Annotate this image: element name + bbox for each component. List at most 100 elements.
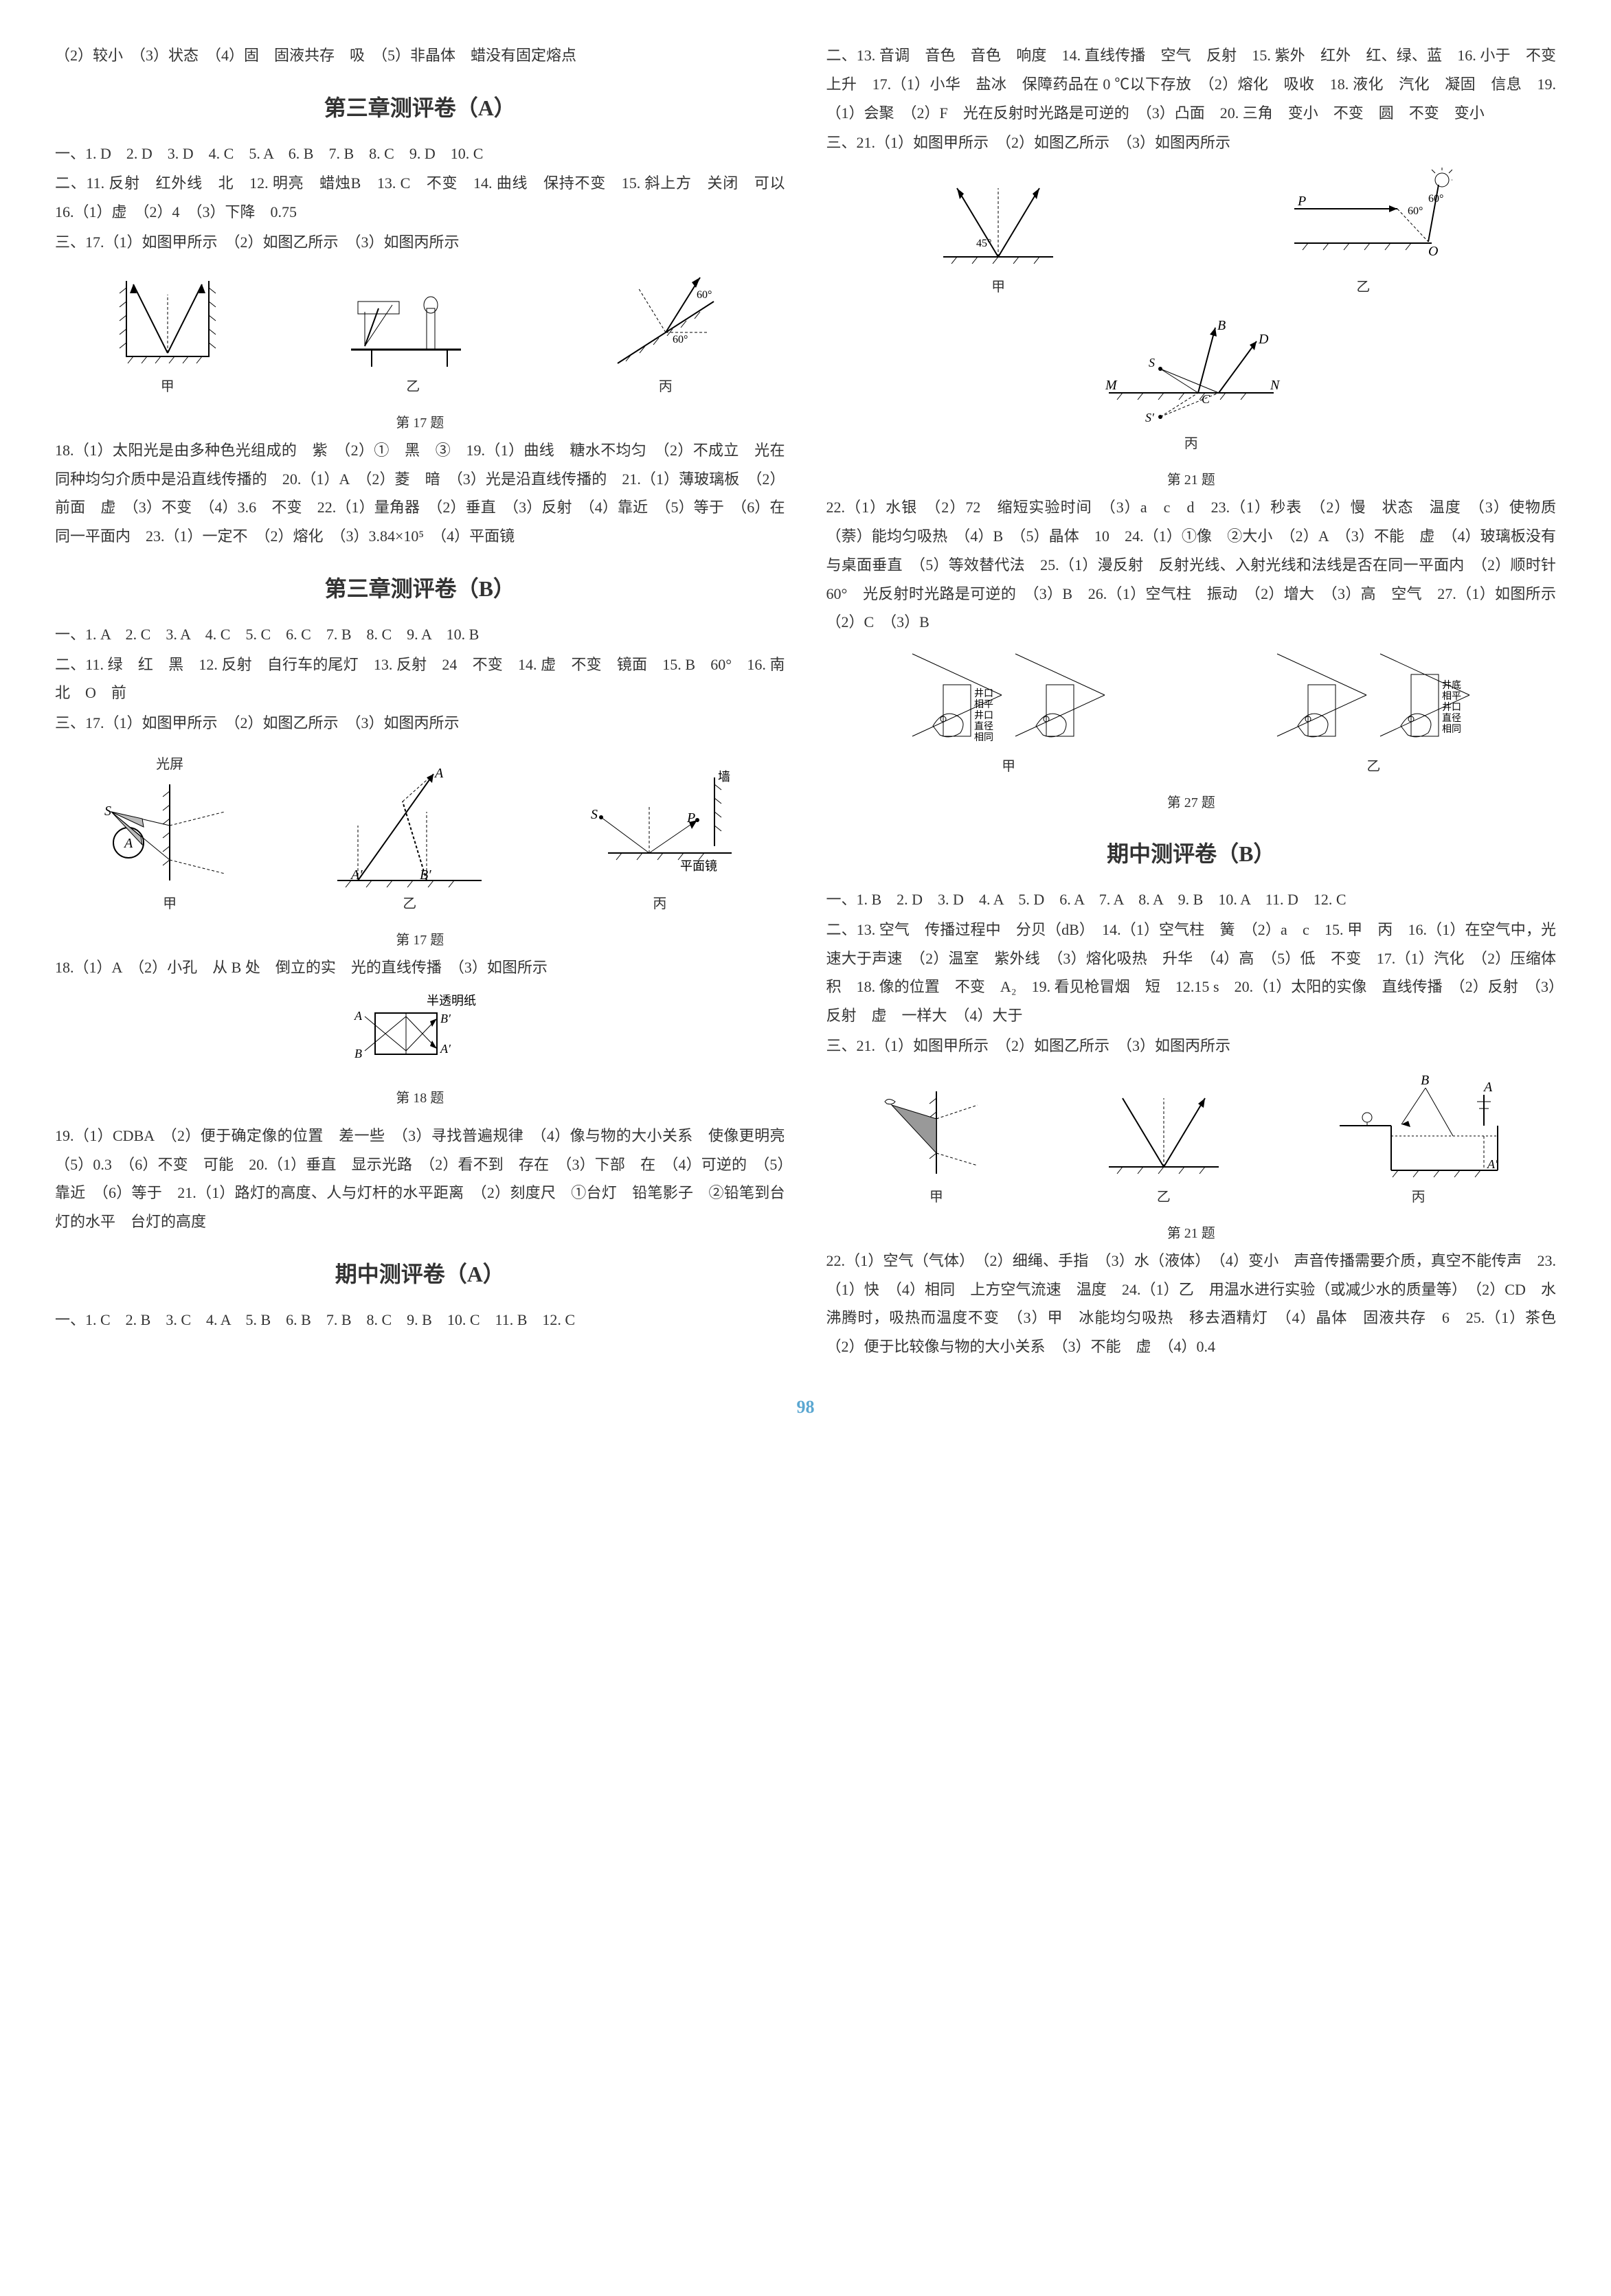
ch3b-sec2: 二、11. 绿 红 黑 12. 反射 自行车的尾灯 13. 反射 24 不变 1… [55,650,785,708]
svg-text:60°: 60° [697,289,712,301]
midb-fig21-row: 甲 乙 [826,1071,1557,1210]
ch3b-sec3: 三、17.（1）如图甲所示 （2）如图乙所示 （3）如图丙所示 [55,709,785,738]
fig21b-yi-svg [1095,1078,1232,1181]
fig17a-bing-svg: 60° 60° [604,267,728,370]
ch3b-sec1: 一、1. A 2. C 3. A 4. C 5. C 6. C 7. B 8. … [55,620,785,649]
svg-text:A: A [354,1009,363,1023]
fig17b-jia-label: 甲 [101,891,238,917]
ch3a-sec4: 18.（1）太阳光是由多种色光组成的 紫 （2）① 黑 ③ 19.（1）曲线 糖… [55,436,785,551]
fig21b-jia-svg [875,1078,998,1181]
ch3a-sec1: 一、1. D 2. D 3. D 4. C 5. A 6. B 7. B 8. … [55,139,785,168]
fig17a-yi-label: 乙 [337,374,488,400]
ch3b-sec5: 19.（1）CDBA （2）便于确定像的位置 差一些 （3）寻找普遍规律 （4）… [55,1122,785,1236]
title-ch3-a: 第三章测评卷（A） [55,87,785,129]
fig17a-yi: 乙 [337,267,488,400]
svg-text:O: O [1428,244,1438,259]
left-column: （2）较小 （3）状态 （4）固 固液共存 吸 （5）非晶体 蜡没有固定熔点 第… [55,41,785,1363]
fig17a-caption: 第 17 题 [55,410,785,436]
fig18: 半透明纸 A B B′ A′ 第 18 题 [330,992,509,1111]
fig27-jia-label: 甲 [905,753,1112,780]
svg-text:A: A [1483,1080,1493,1095]
svg-text:P: P [1297,194,1306,209]
wall-label: 墙 [718,770,730,784]
midb-sec4: 22.（1）空气（气体） （2）细绳、手指 （3）水（液体） （4）变小 声音传… [826,1247,1557,1361]
r-sec3: 22.（1）水银 （2）72 缩短实验时间 （3）a c d 23.（1）秒表 … [826,493,1557,637]
fig17a-jia: 甲 [113,267,223,400]
svg-text:C: C [1202,392,1210,406]
svg-text:60°: 60° [673,334,688,345]
ch3a-fig17-row: 甲 乙 [55,267,785,400]
svg-text:N: N [1270,378,1281,393]
page-number: 98 [55,1390,1556,1424]
fig17b-yi: A′ B′ A 乙 [330,764,488,917]
svg-text:相平: 相平 [974,699,993,710]
svg-text:A: A [123,836,133,851]
fig17a-jia-svg [113,267,223,370]
svg-text:A: A [433,766,444,781]
intro-text: （2）较小 （3）状态 （4）固 固液共存 吸 （5）非晶体 蜡没有固定熔点 [55,41,785,70]
svg-text:45°: 45° [976,238,991,249]
mida-fig21-row: 45° 甲 O P [826,168,1557,300]
fig17b-caption: 第 17 题 [55,927,785,953]
ch3a-sec3: 三、17.（1）如图甲所示 （2）如图乙所示 （3）如图丙所示 [55,228,785,257]
midb-sec2: 二、13. 空气 传播过程中 分贝（dB） 14.（1）空气柱 簧 （2）a c… [826,916,1557,1030]
svg-text:井底: 井底 [1442,680,1461,691]
svg-text:平面镜: 平面镜 [680,859,717,873]
title-ch3-b: 第三章测评卷（B） [55,568,785,610]
svg-text:相同: 相同 [974,732,993,743]
svg-text:井口: 井口 [1442,702,1461,713]
page-container: （2）较小 （3）状态 （4）固 固液共存 吸 （5）非晶体 蜡没有固定熔点 第… [55,41,1556,1363]
fig17a-jia-label: 甲 [113,374,223,400]
svg-text:B′: B′ [440,1012,451,1025]
fig21b-yi: 乙 [1095,1078,1232,1210]
title-mid-a: 期中测评卷（A） [55,1253,785,1295]
fig21a-jia-label: 甲 [930,274,1067,300]
fig21a-bing-label: 丙 [1095,431,1287,457]
fig17b-yi-label: 乙 [330,891,488,917]
svg-text:60°: 60° [1408,205,1423,217]
mida-fig21-row2: M N C S S′ B D [826,310,1557,457]
r-sec2: 三、21.（1）如图甲所示 （2）如图乙所示 （3）如图丙所示 [826,128,1557,157]
svg-text:D: D [1258,332,1269,347]
fig21a-bing-svg: M N C S S′ B D [1095,310,1287,427]
svg-text:B: B [1421,1073,1429,1088]
fig27-jia-svg: 井口 相平 井口 直径 相同 [905,647,1112,750]
svg-text:井口: 井口 [974,710,993,721]
fig21a-jia-svg: 45° [930,168,1067,271]
svg-text:M: M [1105,378,1118,393]
mida-sec1: 一、1. C 2. B 3. C 4. A 5. B 6. B 7. B 8. … [55,1306,785,1334]
svg-text:60°: 60° [1428,193,1443,205]
fig17a-bing-label: 丙 [604,374,728,400]
svg-text:S′: S′ [1145,411,1155,424]
svg-text:直径: 直径 [1442,712,1461,724]
fig17b-yi-svg: A′ B′ A [330,764,488,887]
midb-sec1: 一、1. B 2. D 3. D 4. A 5. D 6. A 7. A 8. … [826,885,1557,914]
ch3b-fig17-row: 光屏 A S 甲 [55,748,785,917]
fig27-jia: 井口 相平 井口 直径 相同 甲 [905,647,1112,780]
svg-text:S: S [591,807,598,822]
fig17a-bing: 60° 60° 丙 [604,267,728,400]
svg-text:相同: 相同 [1442,724,1461,735]
svg-text:B: B [1217,318,1226,333]
fig17b-jia: 光屏 A S 甲 [101,748,238,917]
r-sec1: 二、13. 音调 音色 音色 响度 14. 直线传播 空气 反射 15. 紫外 … [826,41,1557,127]
svg-text:直径: 直径 [974,720,993,732]
fig27-caption: 第 27 题 [826,790,1557,816]
svg-text:A′: A′ [350,867,363,883]
fig21b-jia: 甲 [875,1078,998,1210]
svg-text:A′: A′ [440,1042,451,1056]
fig17b-bing-svg: 墙 S P 平面镜 [581,764,739,887]
fig21a-yi-label: 乙 [1274,274,1452,300]
fig21a-jia: 45° 甲 [930,168,1067,300]
fig18-svg: 半透明纸 A B B′ A′ [330,992,509,1082]
fig27-row: 井口 相平 井口 直径 相同 甲 [826,647,1557,780]
fig17b-top-label: 光屏 [101,751,238,777]
ch3b-sec4: 18.（1）A （2）小孔 从 B 处 倒立的实 光的直线传播 （3）如图所示 [55,953,785,982]
fig18-caption: 第 18 题 [330,1085,509,1111]
svg-text:S: S [104,804,111,819]
fig17a-yi-svg [337,267,488,370]
fig27-yi-svg: 井底 相平 井口 直径 相同 [1270,647,1476,750]
fig21b-bing-label: 丙 [1329,1184,1508,1210]
right-column: 二、13. 音调 音色 音色 响度 14. 直线传播 空气 反射 15. 紫外 … [826,41,1557,1363]
fig27-yi-label: 乙 [1270,753,1476,780]
